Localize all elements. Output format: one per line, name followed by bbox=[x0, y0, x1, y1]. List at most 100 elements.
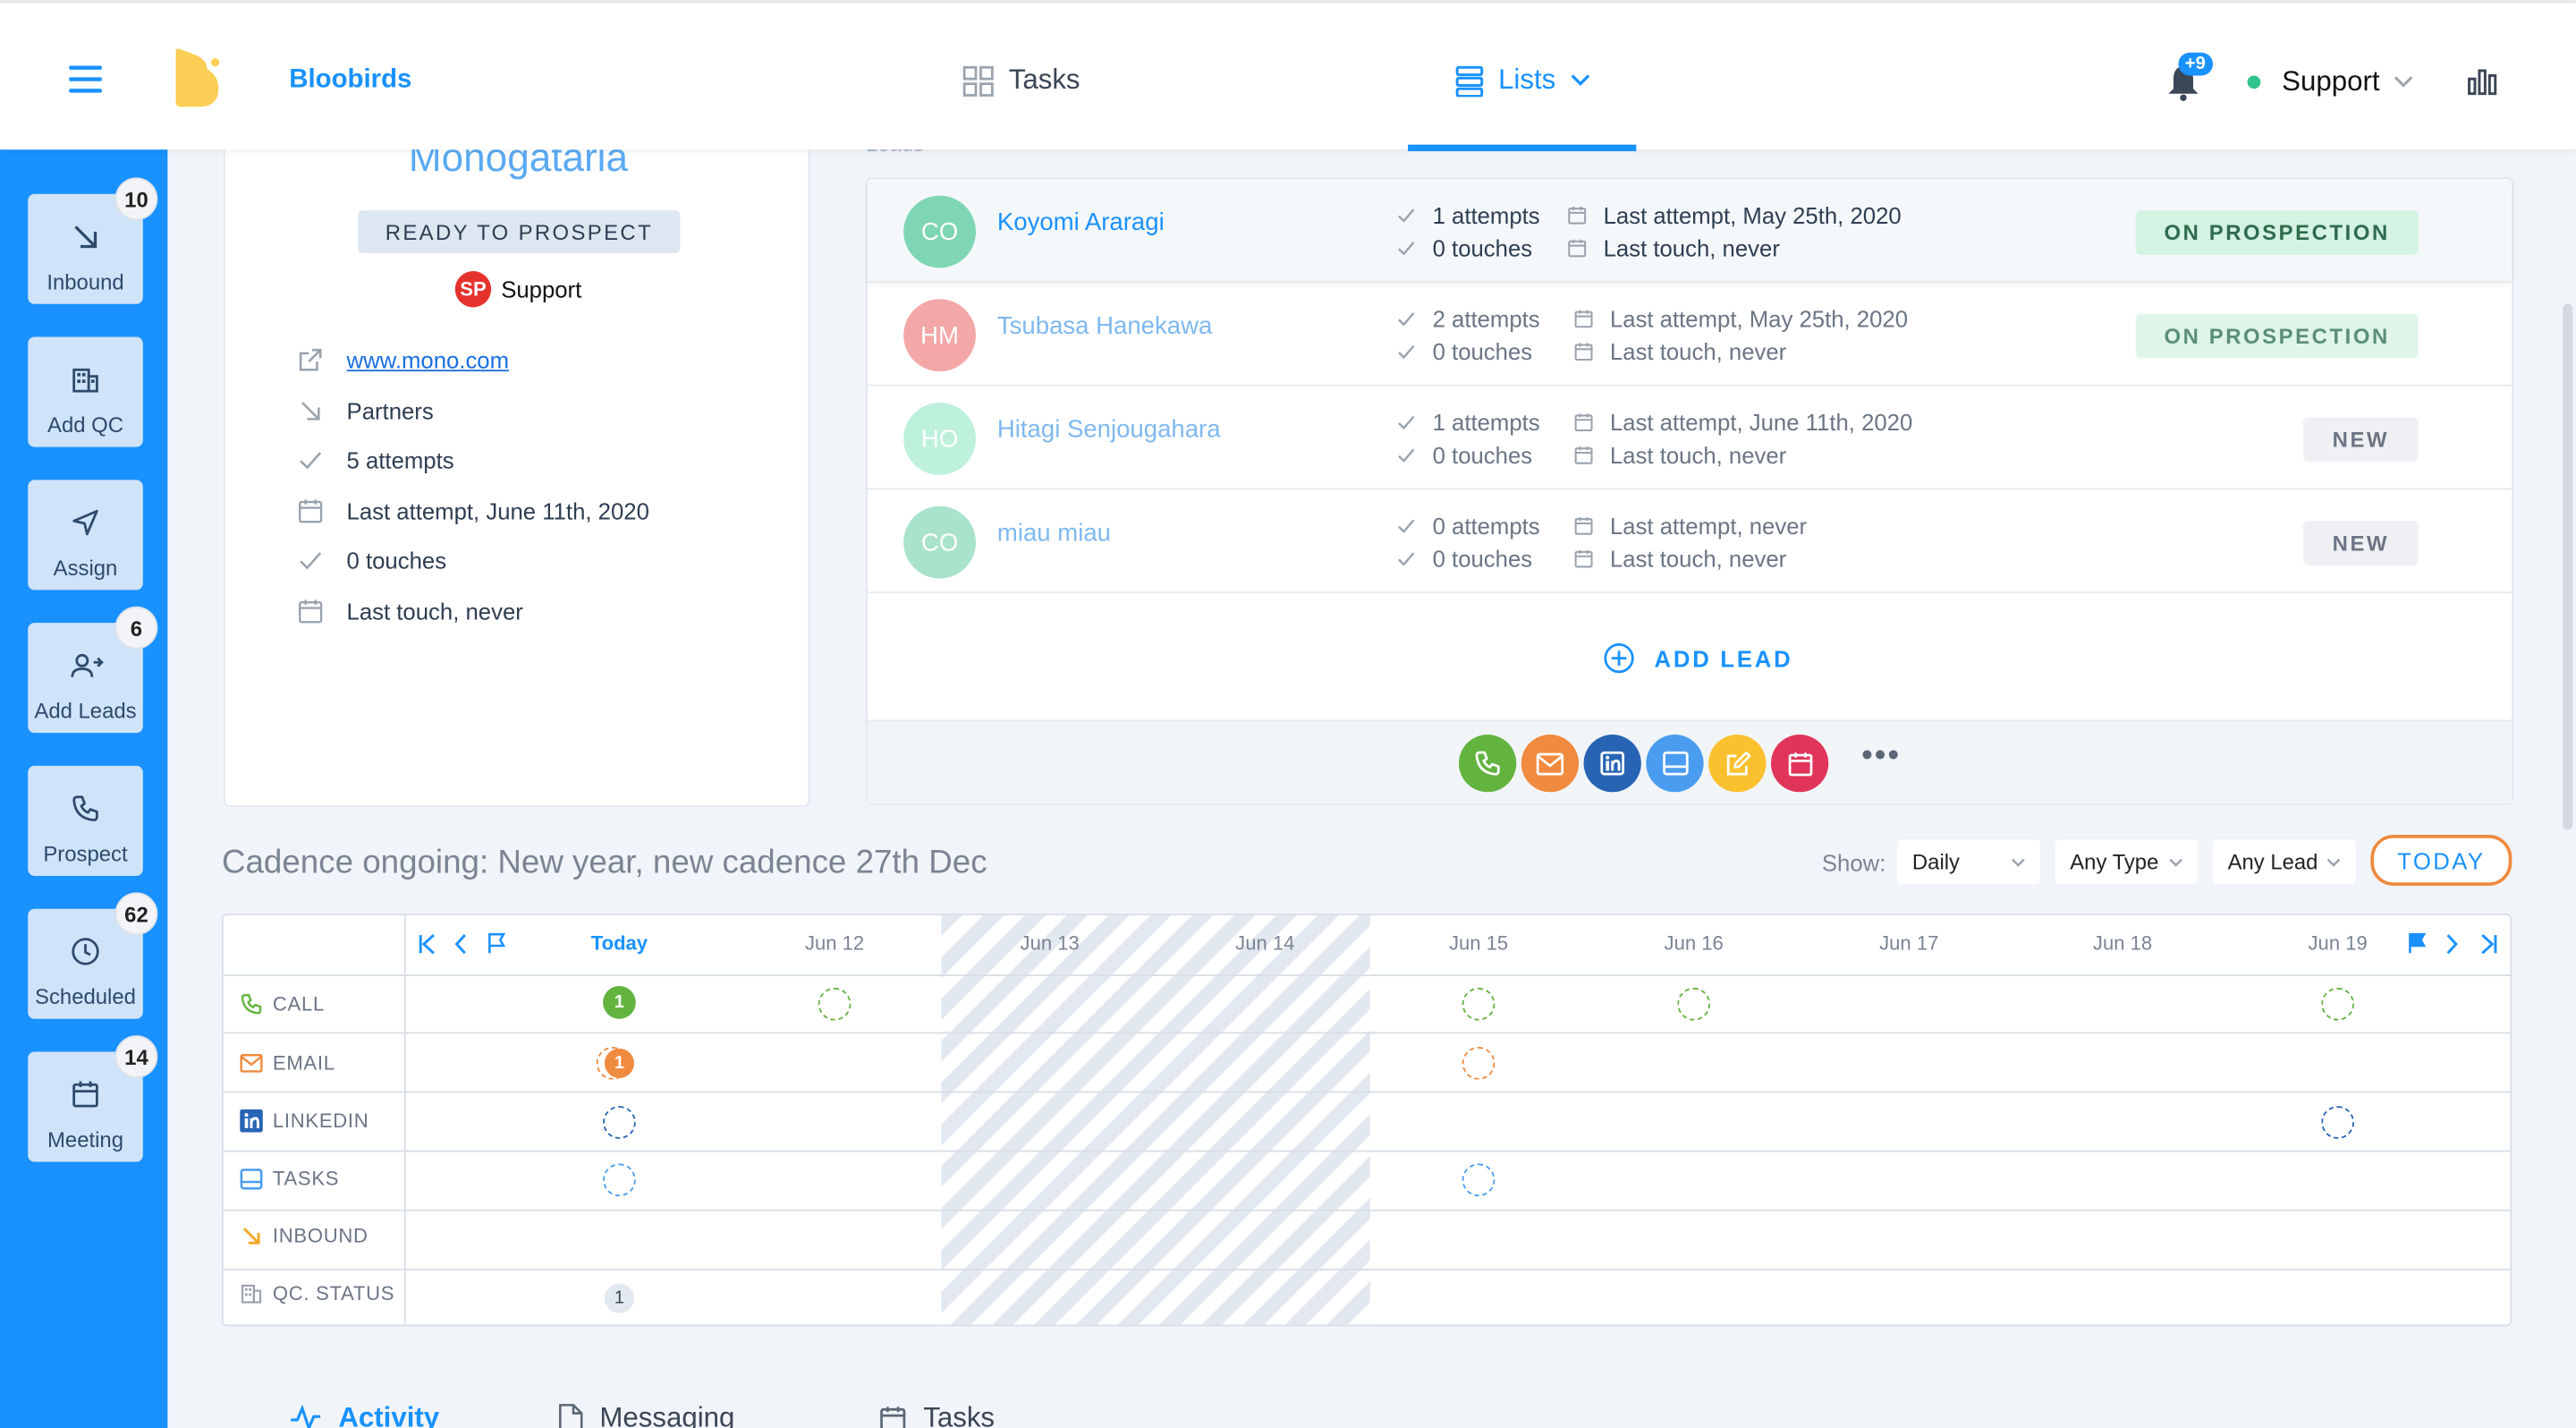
task-scheduled-mark[interactable] bbox=[603, 1163, 636, 1197]
linkedin-icon bbox=[240, 1109, 263, 1133]
lead-row[interactable]: HO Hitagi Senjougahara 1 attempts 0 touches… bbox=[867, 387, 2512, 490]
sidebar-item-label: Prospect bbox=[43, 841, 128, 866]
arrow-down-right-icon bbox=[74, 225, 97, 249]
last-attempt-value: Last attempt, May 25th, 2020 bbox=[1603, 201, 1902, 229]
lead-name[interactable]: miau miau bbox=[996, 519, 1111, 548]
check-icon bbox=[1398, 344, 1415, 360]
website-link[interactable]: www.mono.com bbox=[346, 346, 510, 373]
info-touches: 0 touches bbox=[297, 548, 446, 574]
sidebar: Inbound 10 Add QC Assign Add Leads 6 Pro… bbox=[0, 149, 168, 1428]
call-done-mark[interactable]: 1 bbox=[603, 986, 636, 1019]
lead-status-badge[interactable]: ON PROSPECTION bbox=[2135, 210, 2419, 255]
flag-icon[interactable] bbox=[2407, 931, 2427, 955]
call-action-button[interactable] bbox=[1458, 735, 1517, 793]
row-label-call: CALL bbox=[240, 992, 325, 1016]
email-action-button[interactable] bbox=[1521, 735, 1580, 793]
tab-activity[interactable]: Activity bbox=[289, 1402, 439, 1428]
lead-row[interactable]: HM Tsubasa Hanekawa 2 attempts 0 touches Las… bbox=[867, 285, 2512, 387]
first-page-icon[interactable] bbox=[418, 933, 437, 955]
lead-name[interactable]: Koyomi Araragi bbox=[996, 208, 1165, 237]
sidebar-item-add-qc[interactable]: Add QC bbox=[28, 336, 143, 447]
email-done-mark[interactable]: 1 bbox=[604, 1048, 634, 1078]
task-action-button[interactable] bbox=[1646, 735, 1704, 793]
attempts-value: 2 attempts bbox=[1432, 305, 1540, 333]
task-scheduled-mark[interactable] bbox=[1462, 1163, 1496, 1197]
scrollbar[interactable] bbox=[2563, 303, 2573, 830]
nav-tasks[interactable]: Tasks bbox=[962, 64, 1080, 98]
meeting-action-button[interactable] bbox=[1770, 735, 1829, 793]
calendar-icon bbox=[1574, 517, 1593, 535]
tab-tasks[interactable]: Tasks bbox=[879, 1402, 995, 1428]
sidebar-item-add-leads[interactable]: Add Leads 6 bbox=[28, 606, 158, 734]
call-scheduled-mark[interactable] bbox=[1462, 987, 1496, 1021]
mail-icon bbox=[1536, 752, 1564, 775]
bloobirds-logo bbox=[175, 48, 220, 107]
linkedin-icon bbox=[1600, 751, 1625, 776]
sidebar-item-scheduled[interactable]: Scheduled 62 bbox=[28, 892, 158, 1019]
check-icon bbox=[1398, 552, 1415, 566]
linkedin-scheduled-mark[interactable] bbox=[2321, 1106, 2354, 1139]
chevron-left-icon[interactable] bbox=[453, 933, 469, 955]
check-icon bbox=[1398, 208, 1415, 223]
lead-row[interactable]: CO miau miau 0 attempts 0 touches Last attem… bbox=[867, 491, 2512, 594]
day-label: Jun 19 bbox=[2308, 931, 2368, 956]
last-page-icon[interactable] bbox=[2479, 933, 2499, 955]
user-plus-icon bbox=[71, 653, 104, 677]
lead-name[interactable]: Tsubasa Hanekawa bbox=[996, 311, 1213, 341]
company-owner[interactable]: SP Support bbox=[454, 271, 581, 308]
lead-last-touch: Last touch, never bbox=[1574, 338, 1786, 365]
qc-status-mark[interactable]: 1 bbox=[604, 1283, 634, 1313]
edit-icon bbox=[1725, 751, 1750, 775]
nav-lists[interactable]: Lists bbox=[1455, 64, 1590, 98]
lead-status-badge[interactable]: ON PROSPECTION bbox=[2135, 313, 2419, 359]
last-touch-value: Last touch, never bbox=[1609, 545, 1787, 573]
period-value: Daily bbox=[1911, 849, 1961, 875]
lead-row[interactable]: CO Koyomi Araragi 1 attempts 0 touches Last … bbox=[867, 181, 2512, 283]
period-select[interactable]: Daily bbox=[1897, 839, 2041, 885]
touches-value: 0 touches bbox=[1432, 545, 1533, 573]
user-selector[interactable]: Support bbox=[2282, 65, 2412, 98]
linkedin-scheduled-mark[interactable] bbox=[603, 1106, 636, 1139]
sidebar-item-meeting[interactable]: Meeting 14 bbox=[28, 1035, 158, 1162]
call-scheduled-mark[interactable] bbox=[1677, 987, 1711, 1021]
tab-messaging[interactable]: Messaging bbox=[558, 1402, 734, 1428]
bar-chart-icon[interactable] bbox=[2468, 65, 2497, 96]
row-label-qc-status: QC. STATUS bbox=[240, 1282, 394, 1305]
quick-actions-bar: ••• bbox=[867, 719, 2512, 804]
add-lead-button[interactable]: ADD LEAD bbox=[1604, 642, 1793, 674]
lead-status-badge[interactable]: NEW bbox=[2303, 521, 2419, 565]
lead-name[interactable]: Hitagi Senjougahara bbox=[996, 415, 1221, 444]
lead-touches: 0 touches bbox=[1396, 235, 1532, 261]
brand-name[interactable]: Bloobirds bbox=[289, 65, 412, 94]
today-button[interactable]: TODAY bbox=[2370, 835, 2512, 886]
more-actions-button[interactable]: ••• bbox=[1860, 737, 1902, 775]
call-scheduled-mark[interactable] bbox=[818, 987, 852, 1021]
lead-select[interactable]: Any Lead bbox=[2213, 839, 2356, 885]
sidebar-item-inbound[interactable]: Inbound 10 bbox=[28, 177, 158, 304]
row-label-text: LINKEDIN bbox=[272, 1109, 369, 1133]
calendar-icon bbox=[1568, 206, 1587, 225]
type-select[interactable]: Any Type bbox=[2055, 839, 2199, 885]
online-status-dot bbox=[2247, 75, 2261, 89]
chevron-right-icon[interactable] bbox=[2445, 933, 2460, 955]
linkedin-action-button[interactable] bbox=[1583, 735, 1641, 793]
lead-attempts: 1 attempts bbox=[1396, 202, 1540, 228]
sidebar-item-prospect[interactable]: Prospect bbox=[28, 765, 143, 876]
lead-attempts: 2 attempts bbox=[1396, 305, 1540, 333]
menu-icon[interactable] bbox=[67, 63, 103, 96]
company-status-badge[interactable]: READY TO PROSPECT bbox=[358, 210, 681, 253]
email-scheduled-mark[interactable] bbox=[1462, 1046, 1496, 1080]
lead-status-badge[interactable]: NEW bbox=[2303, 417, 2419, 463]
task-icon bbox=[1662, 751, 1688, 776]
row-label-text: INBOUND bbox=[272, 1224, 369, 1248]
attempts-value: 1 attempts bbox=[1432, 409, 1540, 436]
call-scheduled-mark[interactable] bbox=[2321, 987, 2354, 1021]
tab-label: Tasks bbox=[923, 1401, 996, 1428]
sidebar-item-assign[interactable]: Assign bbox=[28, 480, 143, 591]
clock-icon bbox=[72, 938, 99, 965]
check-icon bbox=[1398, 415, 1415, 430]
avatar: SP bbox=[454, 271, 492, 308]
note-action-button[interactable] bbox=[1708, 735, 1767, 793]
day-label: Jun 13 bbox=[1020, 931, 1080, 956]
flag-outline-icon[interactable] bbox=[487, 931, 506, 955]
